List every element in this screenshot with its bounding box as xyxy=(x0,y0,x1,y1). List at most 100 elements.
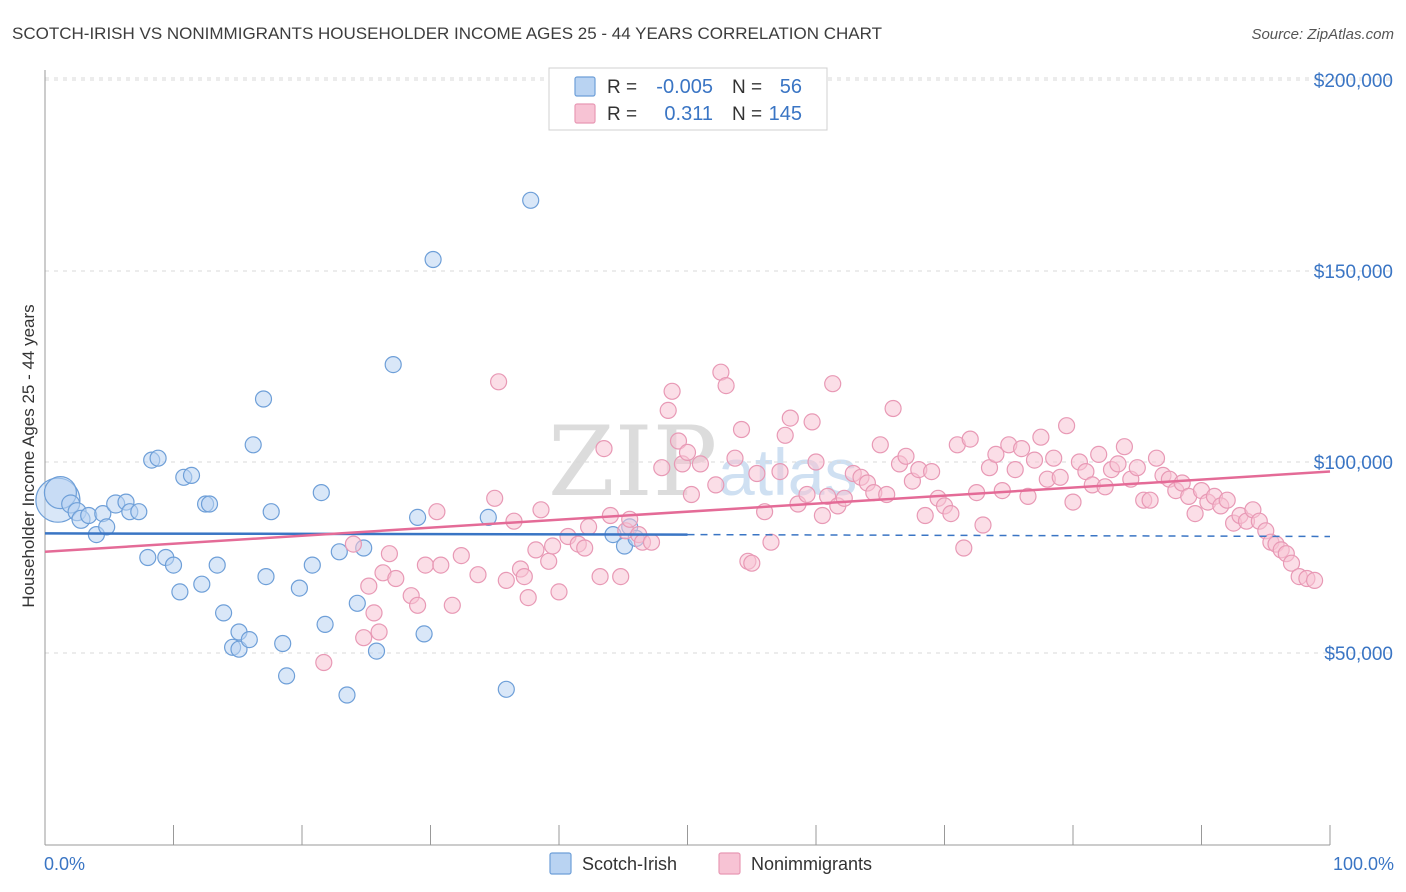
data-point xyxy=(1115,438,1134,456)
data-point xyxy=(527,541,545,559)
data-point xyxy=(486,489,504,507)
data-point xyxy=(1025,451,1044,469)
data-point xyxy=(497,571,515,590)
data-point xyxy=(1032,428,1050,446)
y-tick-label: $150,000 xyxy=(1314,262,1393,283)
legend-n-value-0: 56 xyxy=(780,76,802,98)
bottom-legend: Scotch-Irish Nonimmigrants xyxy=(549,852,872,875)
legend-swatch-nonimmigrants xyxy=(574,103,596,124)
data-point xyxy=(916,506,934,525)
data-point xyxy=(1057,417,1076,435)
data-point xyxy=(316,615,334,634)
data-point xyxy=(387,569,405,588)
data-point xyxy=(515,567,533,586)
data-point xyxy=(897,447,915,465)
data-point xyxy=(1147,449,1166,467)
y-tick-label: $200,000 xyxy=(1314,71,1393,92)
bottom-legend-label-scotch-irish: Scotch-Irish xyxy=(582,854,677,874)
data-point xyxy=(974,516,992,534)
data-point xyxy=(824,375,842,393)
data-point xyxy=(1045,449,1063,467)
data-point xyxy=(691,455,710,473)
data-point xyxy=(922,463,941,481)
data-point xyxy=(303,556,321,574)
data-point xyxy=(428,503,446,521)
data-point xyxy=(254,390,273,408)
trend-line-scotch-irish-extrapolated xyxy=(687,533,1331,538)
data-point xyxy=(380,545,398,563)
data-point xyxy=(360,577,378,595)
data-point xyxy=(669,432,688,450)
trend-line-scotch-irish xyxy=(44,532,688,536)
y-tick-label: $100,000 xyxy=(1314,453,1393,474)
data-point xyxy=(707,476,725,494)
legend: R = -0.005 N = 56 R = 0.311 N = 145 xyxy=(548,67,828,131)
data-point xyxy=(813,506,832,525)
data-point xyxy=(612,567,630,586)
y-axis-label: Householder Income Ages 25 - 44 years xyxy=(19,304,38,607)
data-point xyxy=(1305,571,1324,590)
data-point xyxy=(682,485,701,504)
data-point xyxy=(130,503,148,521)
chart-title: SCOTCH-IRISH VS NONIMMIGRANTS HOUSEHOLDE… xyxy=(12,24,882,43)
data-point xyxy=(274,634,292,653)
legend-n-label-0: N = xyxy=(732,77,762,98)
data-point xyxy=(432,556,450,574)
data-point xyxy=(355,629,373,647)
data-point xyxy=(208,556,226,574)
data-point xyxy=(748,464,766,483)
data-point xyxy=(200,495,219,513)
y-tick-labels: $50,000 $100,000 $150,000 $200,000 xyxy=(1314,71,1393,665)
data-point xyxy=(942,504,960,523)
data-point xyxy=(771,463,789,481)
trend-lines xyxy=(44,470,1331,554)
legend-r-value-0: -0.005 xyxy=(656,76,713,98)
data-point xyxy=(678,443,697,461)
data-point xyxy=(215,604,233,622)
data-point xyxy=(732,420,751,439)
data-point xyxy=(330,543,348,561)
data-point xyxy=(1064,493,1082,511)
legend-r-label-1: R = xyxy=(607,104,637,125)
bottom-legend-label-nonimmigrants: Nonimmigrants xyxy=(751,854,872,874)
data-point xyxy=(781,409,799,427)
data-point xyxy=(522,191,540,209)
data-point xyxy=(443,596,461,614)
data-point xyxy=(497,680,515,698)
data-point xyxy=(164,556,183,574)
data-point xyxy=(312,484,330,502)
data-point xyxy=(344,535,362,553)
data-point xyxy=(240,630,258,649)
data-point xyxy=(961,430,979,448)
data-point xyxy=(1051,468,1069,486)
data-point xyxy=(1006,461,1024,479)
data-point xyxy=(338,686,356,704)
data-point xyxy=(139,548,157,567)
data-point xyxy=(762,533,780,551)
data-point xyxy=(579,518,598,536)
data-point xyxy=(257,567,275,586)
data-point xyxy=(182,466,201,484)
data-point xyxy=(1218,491,1236,509)
data-point xyxy=(409,596,427,614)
data-point xyxy=(98,518,116,536)
data-point xyxy=(290,579,308,597)
data-point xyxy=(415,625,433,643)
data-point xyxy=(193,575,211,593)
data-point xyxy=(798,485,816,504)
data-point xyxy=(424,250,442,269)
series-nonimmigrants xyxy=(315,363,1324,672)
data-point xyxy=(653,459,671,477)
legend-r-label-0: R = xyxy=(607,77,637,98)
data-point xyxy=(370,623,388,641)
data-point xyxy=(1090,445,1108,463)
data-point xyxy=(348,594,366,612)
trend-line-nonimmigrants xyxy=(44,470,1331,554)
y-tick-label: $50,000 xyxy=(1324,644,1393,665)
data-point xyxy=(367,642,386,660)
data-point xyxy=(803,413,821,431)
data-point xyxy=(726,449,744,467)
data-point xyxy=(479,508,497,527)
data-point xyxy=(1186,504,1204,523)
